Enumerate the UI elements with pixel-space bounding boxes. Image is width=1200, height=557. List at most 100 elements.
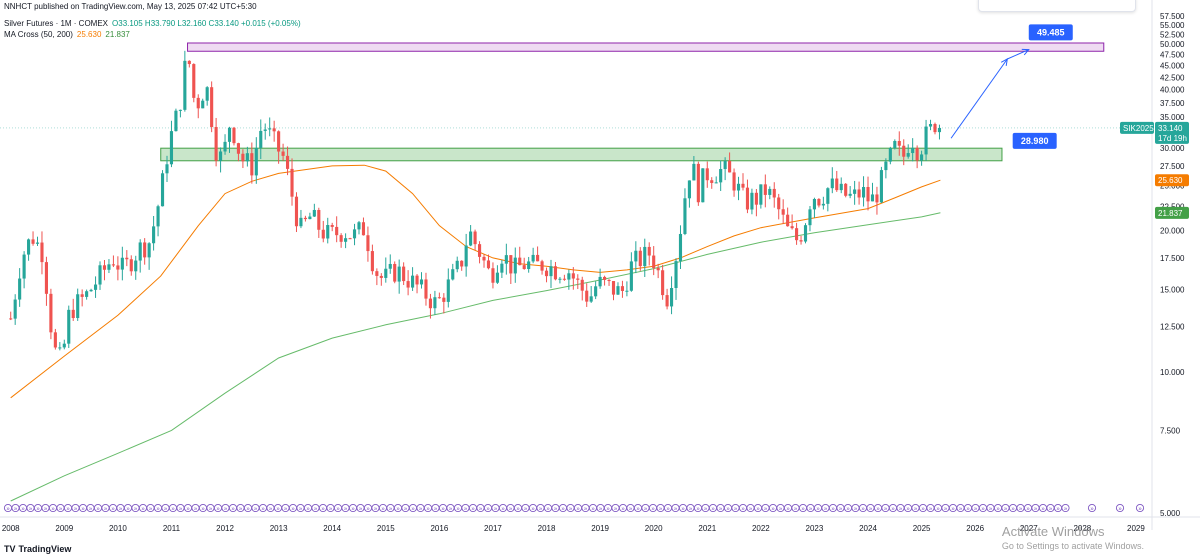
- candle-body: [705, 168, 709, 181]
- event-marker-glyph: »: [434, 507, 438, 513]
- y-tick-label: 20.000: [1160, 227, 1185, 236]
- candle-body: [732, 172, 736, 191]
- event-marker-glyph: »: [801, 507, 805, 513]
- event-marker-glyph: »: [606, 507, 610, 513]
- event-marker-icon: [1135, 503, 1145, 513]
- candle-body: [763, 184, 767, 195]
- candle-body: [701, 168, 705, 203]
- x-tick-label: 2008: [2, 524, 20, 533]
- event-marker-glyph: »: [621, 507, 625, 513]
- candle-body: [906, 153, 910, 157]
- event-marker-glyph: »: [404, 507, 408, 513]
- x-tick-label: 2010: [109, 524, 127, 533]
- event-marker-icon: [1061, 503, 1070, 513]
- candle-body: [120, 257, 124, 270]
- event-marker-glyph: »: [749, 507, 753, 513]
- candle-body: [290, 168, 294, 197]
- candle-body: [178, 109, 182, 111]
- event-marker-glyph: »: [989, 507, 993, 513]
- candle-body: [250, 153, 254, 176]
- symbol-row[interactable]: Silver Futures · 1M · COMEX O33.105 H33.7…: [4, 18, 301, 29]
- candle-body: [366, 235, 370, 252]
- x-tick-label: 2011: [163, 524, 181, 533]
- candle-body: [9, 318, 13, 320]
- event-marker-glyph: »: [764, 507, 768, 513]
- candle-body: [406, 281, 410, 288]
- candle-body: [687, 180, 691, 199]
- tradingview-footer[interactable]: TV TradingView: [4, 544, 71, 554]
- candle-body: [384, 268, 388, 278]
- candle-body: [156, 206, 160, 227]
- collapsed-panel[interactable]: [978, 0, 1136, 12]
- candle-body: [549, 266, 553, 277]
- candle-body: [540, 261, 544, 271]
- publish-info: NNHCT published on TradingView.com, May …: [4, 2, 257, 11]
- event-marker-glyph: »: [44, 507, 48, 513]
- candle-body: [884, 161, 888, 171]
- event-marker-glyph: »: [501, 507, 505, 513]
- event-marker-glyph: »: [1138, 507, 1142, 513]
- candle-body: [714, 182, 718, 184]
- event-marker-glyph: »: [666, 507, 670, 513]
- y-tick-label: 40.000: [1160, 86, 1185, 95]
- event-marker-glyph: »: [809, 507, 813, 513]
- candle-body: [326, 225, 330, 239]
- x-tick-label: 2018: [538, 524, 556, 533]
- candle-body: [129, 259, 133, 272]
- event-marker-glyph: »: [846, 507, 850, 513]
- candle-body: [76, 294, 80, 319]
- candle-body: [236, 143, 240, 154]
- candle-body: [223, 141, 227, 152]
- event-marker-glyph: »: [576, 507, 580, 513]
- candle-body: [44, 262, 48, 294]
- event-marker-glyph: »: [831, 507, 835, 513]
- event-marker-glyph: »: [599, 507, 603, 513]
- event-marker-glyph: »: [224, 507, 228, 513]
- y-tick-label: 10.000: [1160, 368, 1185, 377]
- candle-body: [866, 187, 870, 202]
- x-tick-label: 2012: [216, 524, 234, 533]
- candle-body: [911, 147, 915, 154]
- candle-body: [719, 169, 723, 183]
- candle-body: [928, 124, 933, 127]
- event-marker-glyph: »: [366, 507, 370, 513]
- x-tick-label: 2024: [859, 524, 877, 533]
- candle-body: [879, 170, 883, 203]
- event-marker-glyph: »: [441, 507, 445, 513]
- y-tick-label: 47.500: [1160, 51, 1185, 60]
- event-marker-glyph: »: [539, 507, 543, 513]
- candle-body: [169, 131, 174, 165]
- candle-body: [902, 145, 906, 157]
- projection-arrow: [950, 58, 1008, 139]
- event-marker-glyph: »: [1011, 507, 1015, 513]
- candle-body: [442, 297, 446, 302]
- event-marker-glyph: »: [861, 507, 865, 513]
- candle-body: [160, 173, 165, 207]
- candle-body: [317, 209, 321, 230]
- ma-slow-tag-box: [1155, 206, 1189, 219]
- candle-body: [527, 261, 531, 270]
- event-marker-glyph: »: [314, 507, 318, 513]
- ma-row[interactable]: MA Cross (50, 200) 25.630 21.837: [4, 29, 301, 40]
- candle-body: [388, 263, 392, 269]
- candle-body: [134, 260, 138, 272]
- projection-arrow: [1007, 49, 1029, 60]
- candle-body: [544, 270, 549, 277]
- candle-body: [111, 264, 115, 266]
- event-marker-glyph: »: [51, 507, 55, 513]
- event-marker-glyph: »: [786, 507, 790, 513]
- candle-body: [303, 217, 307, 220]
- event-marker-glyph: »: [239, 507, 243, 513]
- event-marker-glyph: »: [996, 507, 1000, 513]
- candle-body: [446, 279, 450, 302]
- event-marker-glyph: »: [876, 507, 880, 513]
- candle-body: [272, 128, 276, 132]
- candle-body: [585, 290, 589, 302]
- candle-body: [437, 297, 441, 299]
- candle-body: [745, 187, 750, 210]
- event-marker-glyph: »: [981, 507, 985, 513]
- event-marker-glyph: »: [471, 507, 475, 513]
- event-marker-glyph: »: [734, 507, 738, 513]
- x-tick-label: 2015: [377, 524, 395, 533]
